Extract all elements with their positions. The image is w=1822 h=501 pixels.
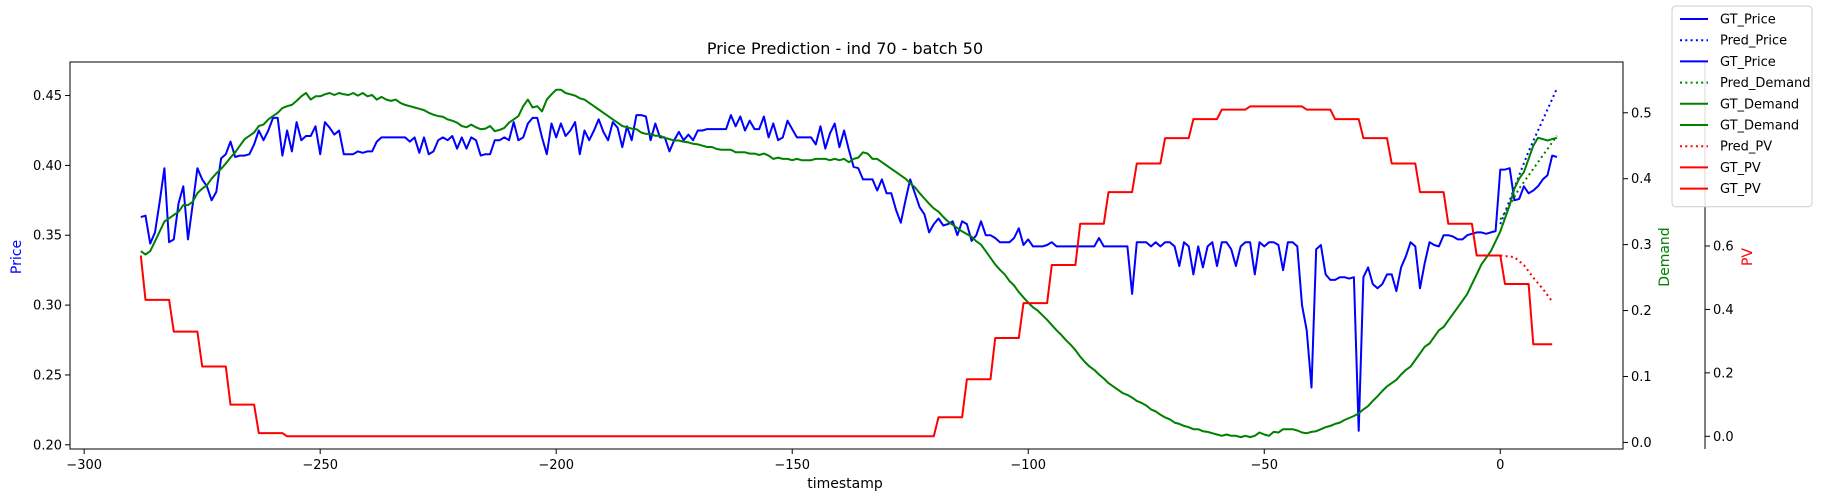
x-tick-label: −250 <box>302 458 338 473</box>
x-tick-label: −100 <box>1010 458 1046 473</box>
pv-tick-label: 0.2 <box>1713 366 1734 381</box>
gt-pv-line <box>139 105 1553 438</box>
legend-box <box>1671 5 1813 208</box>
plot-area: −300 −250 −200 −150 −100 −50 0 0.20 0.25 0.30 0.35… <box>33 61 1734 473</box>
x-tick-label: −150 <box>774 458 810 473</box>
gt-price-line <box>140 114 1558 432</box>
x-tick-label: 0 <box>1496 458 1504 473</box>
price-tick-label: 0.20 <box>33 438 62 453</box>
plot-frame <box>69 61 1624 450</box>
price-axis-label: Price <box>9 240 25 274</box>
demand-tick-label: 0.0 <box>1631 436 1652 451</box>
legend-entry-label: GT_PV <box>1720 182 1761 197</box>
legend-entry-label: GT_Demand <box>1720 119 1799 134</box>
price-tick-label: 0.35 <box>33 229 62 244</box>
x-tick-label: −300 <box>66 458 102 473</box>
legend: GT_Price Pred_Price GT_Price Pred_Demand GT_… <box>1671 5 1813 208</box>
pred-pv-line <box>1500 254 1554 303</box>
pv-tick-label: 0.6 <box>1713 239 1734 254</box>
price-tick-label: 0.25 <box>33 368 62 383</box>
x-axis-label: timestamp <box>807 476 883 492</box>
legend-entry-label: Pred_PV <box>1720 140 1772 155</box>
demand-tick-label: 0.3 <box>1631 238 1652 253</box>
legend-entry-label: Pred_Demand <box>1720 76 1811 91</box>
price-tick-label: 0.30 <box>33 299 62 314</box>
price-tick-label: 0.45 <box>33 89 62 104</box>
demand-tick-label: 0.1 <box>1631 370 1652 385</box>
gt-demand-line <box>140 88 1558 439</box>
pv-tick-label: 0.4 <box>1713 303 1734 318</box>
price-tick-label: 0.40 <box>33 159 62 174</box>
chart-title: Price Prediction - ind 70 - batch 50 <box>707 39 983 58</box>
pv-tick-label: 0.0 <box>1713 430 1734 445</box>
x-tick-label: −200 <box>538 458 574 473</box>
legend-entry-label: GT_Price <box>1720 13 1776 28</box>
legend-entry-label: Pred_Price <box>1720 34 1787 49</box>
demand-tick-label: 0.4 <box>1631 172 1652 187</box>
pred-demand-line <box>1499 135 1558 221</box>
demand-axis-label: Demand <box>1657 227 1673 286</box>
demand-tick-label: 0.5 <box>1631 106 1652 121</box>
legend-entry-label: GT_PV <box>1720 161 1761 176</box>
x-tick-label: −50 <box>1251 458 1278 473</box>
pv-axis-label: PV <box>1740 248 1756 266</box>
legend-entry-label: GT_Demand <box>1720 97 1799 112</box>
legend-entry-label: GT_Price <box>1720 55 1776 70</box>
series-group <box>139 88 1558 439</box>
demand-tick-label: 0.2 <box>1631 304 1652 319</box>
